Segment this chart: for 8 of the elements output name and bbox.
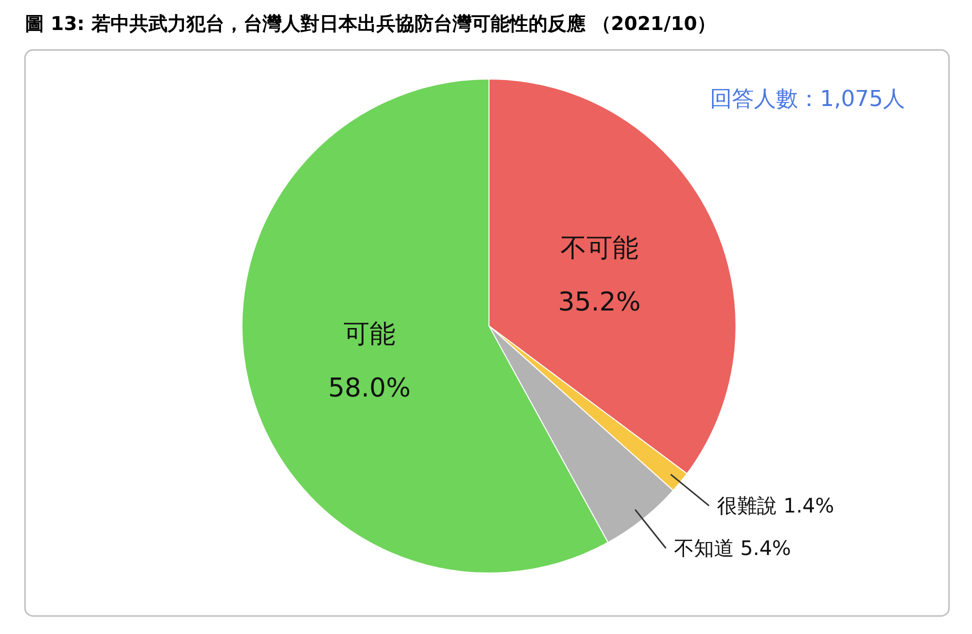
slice-label: 不可能: [560, 234, 638, 264]
slice-label: 很難說 1.4%: [717, 494, 834, 518]
text: 回答人數：1,075人: [710, 87, 905, 112]
data-label: 35.2%: [558, 288, 641, 318]
data-label: 58.0%: [328, 374, 411, 404]
slice-label: 不知道 5.4%: [674, 536, 792, 560]
chart-title: 圖 13: 若中共武力犯台，台灣人對日本出兵協防台灣可能性的反應 （2021/10）: [25, 13, 716, 35]
slice-label: 可能: [343, 320, 396, 350]
